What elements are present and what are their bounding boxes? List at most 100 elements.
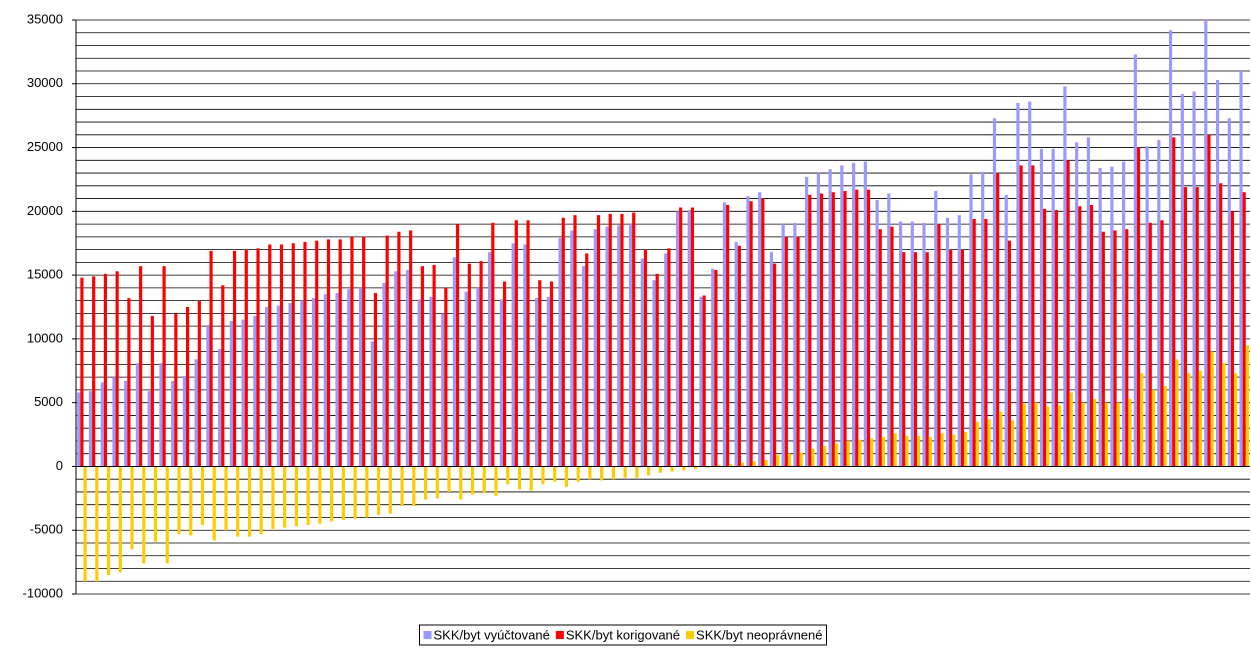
bar xyxy=(746,196,750,467)
bar xyxy=(177,466,181,535)
bar xyxy=(362,236,366,467)
bar xyxy=(1057,405,1062,467)
bar xyxy=(499,299,503,467)
bar xyxy=(83,466,87,582)
bar xyxy=(253,315,257,467)
bar xyxy=(773,263,777,467)
y-tick-label: 5000 xyxy=(34,394,63,409)
bar xyxy=(206,324,210,467)
bar xyxy=(1136,147,1141,467)
bar xyxy=(385,235,389,467)
bar xyxy=(318,466,322,524)
bar xyxy=(529,466,533,491)
bar xyxy=(726,204,730,467)
bar xyxy=(1168,30,1173,467)
bar xyxy=(972,218,976,467)
bar xyxy=(558,238,562,467)
bar xyxy=(934,190,938,467)
bar xyxy=(330,466,334,522)
bar xyxy=(1075,142,1079,467)
bar xyxy=(1069,392,1073,467)
bar xyxy=(1007,240,1011,467)
bar xyxy=(737,245,741,467)
bar xyxy=(315,240,319,467)
bar xyxy=(1207,134,1211,467)
bar xyxy=(276,305,280,467)
bar xyxy=(949,249,953,467)
bar xyxy=(640,258,644,467)
legend-box xyxy=(418,624,828,646)
bar xyxy=(153,466,158,542)
bar xyxy=(377,466,381,515)
bar xyxy=(761,198,765,467)
bar xyxy=(417,299,421,467)
bar xyxy=(1028,101,1032,467)
y-tick-label: 20000 xyxy=(27,203,63,218)
bar xyxy=(420,266,424,467)
bar xyxy=(1110,166,1114,467)
bar xyxy=(236,466,240,537)
bar xyxy=(1125,229,1129,467)
bar xyxy=(150,315,154,467)
legend-label: SKK/byt korigované xyxy=(566,627,680,642)
bar xyxy=(1031,165,1035,467)
bar xyxy=(840,165,844,467)
bar xyxy=(200,466,205,526)
bar xyxy=(541,466,545,485)
bar xyxy=(834,443,839,467)
bar xyxy=(382,282,386,467)
bar xyxy=(1148,222,1152,467)
bar xyxy=(1145,146,1149,467)
bar xyxy=(1172,137,1176,467)
bar xyxy=(423,466,428,500)
bar xyxy=(218,349,222,467)
bar xyxy=(717,465,721,467)
bar xyxy=(514,220,518,467)
bar xyxy=(1227,118,1231,467)
bar xyxy=(1204,20,1208,467)
bar xyxy=(488,252,492,467)
bar xyxy=(705,466,709,468)
bar xyxy=(265,307,269,467)
bar xyxy=(758,192,762,467)
bar xyxy=(693,466,698,469)
bar xyxy=(675,211,680,467)
bar xyxy=(124,380,128,467)
bar xyxy=(77,392,81,467)
bar xyxy=(1101,231,1105,467)
bar xyxy=(347,289,351,467)
bar xyxy=(479,261,483,467)
bar xyxy=(611,466,615,480)
bar xyxy=(224,466,228,531)
bar xyxy=(1163,386,1167,467)
bar xyxy=(288,303,292,467)
bar xyxy=(1187,373,1191,467)
bar xyxy=(476,287,480,467)
bar xyxy=(95,466,99,582)
bar xyxy=(106,466,111,575)
bar xyxy=(546,296,550,467)
bar xyxy=(922,222,926,467)
bar xyxy=(1010,420,1015,467)
bar xyxy=(456,224,460,467)
bar xyxy=(1089,204,1094,467)
bar xyxy=(353,466,357,519)
bar xyxy=(643,249,648,467)
bar xyxy=(585,253,589,467)
bar xyxy=(1183,187,1188,467)
bar xyxy=(80,277,84,467)
bar xyxy=(1151,389,1156,467)
bar xyxy=(784,236,788,467)
bar xyxy=(1019,165,1023,467)
bar xyxy=(664,253,668,467)
bar xyxy=(259,466,263,535)
bar xyxy=(902,252,906,467)
bar xyxy=(1210,351,1214,467)
bar xyxy=(1098,167,1102,467)
bar xyxy=(573,215,577,467)
bar xyxy=(365,466,369,518)
bar xyxy=(729,463,733,467)
bar xyxy=(940,433,944,467)
bar xyxy=(1039,148,1044,467)
